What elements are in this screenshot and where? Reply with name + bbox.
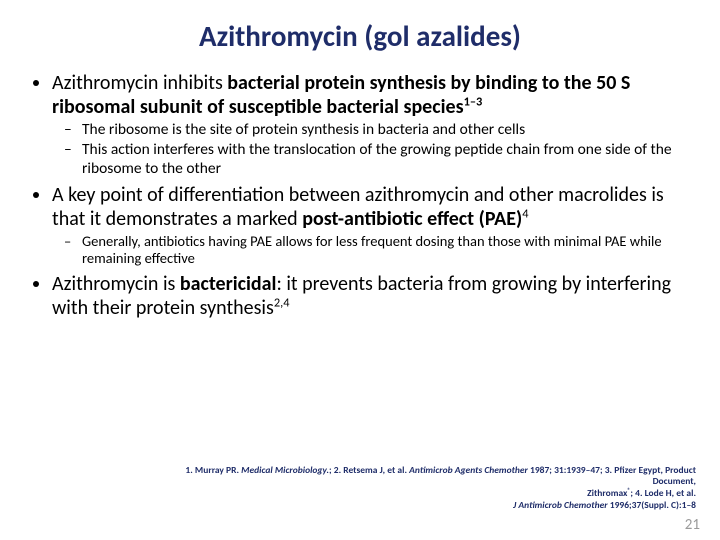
title-main: Azithromycin	[199, 18, 358, 54]
ref1d: Antimicrob Agents Chemother	[409, 464, 530, 476]
b1-sublist: The ribosome is the site of protein synt…	[52, 121, 694, 178]
ref-line-1: 1. Murray PR. Medical Microbiology.; 2. …	[180, 465, 696, 489]
title-sub: (gol azalides)	[358, 18, 521, 54]
ref1b: Medical Microbiology.	[241, 464, 329, 476]
b2-sup: 4	[522, 206, 528, 221]
bullet-2: A key point of differentiation between a…	[52, 184, 694, 267]
page-number: 21	[685, 516, 700, 534]
slide-title: Azithromycin (gol azalides)	[26, 18, 694, 54]
b2-sub1: Generally, antibiotics having PAE allows…	[82, 233, 694, 267]
ref2a: Zithromax	[587, 487, 627, 499]
b3-sup: 2,4	[274, 295, 290, 310]
ref3a: J Antimicrob Chemother	[513, 499, 610, 511]
ref1e: 1987; 31:1939–47; 3. Pfizer Egypt, Produ…	[530, 464, 696, 488]
ref-line-3: J Antimicrob Chemother 1996;37(Suppl. C)…	[180, 500, 696, 512]
b3-pre: Azithromycin is	[52, 272, 180, 296]
bullet-3: Azithromycin is bactericidal: it prevent…	[52, 273, 694, 320]
b2-bold: post-antibiotic effect (PAE)	[302, 207, 522, 231]
b1-sub1: The ribosome is the site of protein synt…	[82, 121, 694, 139]
ref3b: 1996;37(Suppl. C):1–8	[610, 499, 696, 511]
b1-sup: 1–3	[464, 94, 483, 109]
ref2b: ; 4. Lode H, et al.	[630, 487, 696, 499]
ref1a: 1. Murray PR.	[185, 464, 241, 476]
ref1c: ; 2. Retsema J, et al.	[329, 464, 409, 476]
b1-sub2: This action interferes with the transloc…	[82, 141, 694, 178]
b2-sublist: Generally, antibiotics having PAE allows…	[52, 233, 694, 267]
references: 1. Murray PR. Medical Microbiology.; 2. …	[180, 465, 696, 513]
b1-pre: Azithromycin inhibits	[52, 71, 227, 95]
bullet-1: Azithromycin inhibits bacterial protein …	[52, 72, 694, 178]
bullet-list: Azithromycin inhibits bacterial protein …	[26, 72, 694, 321]
b3-bold: bactericidal	[180, 272, 277, 296]
slide: Azithromycin (gol azalides) Azithromycin…	[0, 0, 720, 540]
